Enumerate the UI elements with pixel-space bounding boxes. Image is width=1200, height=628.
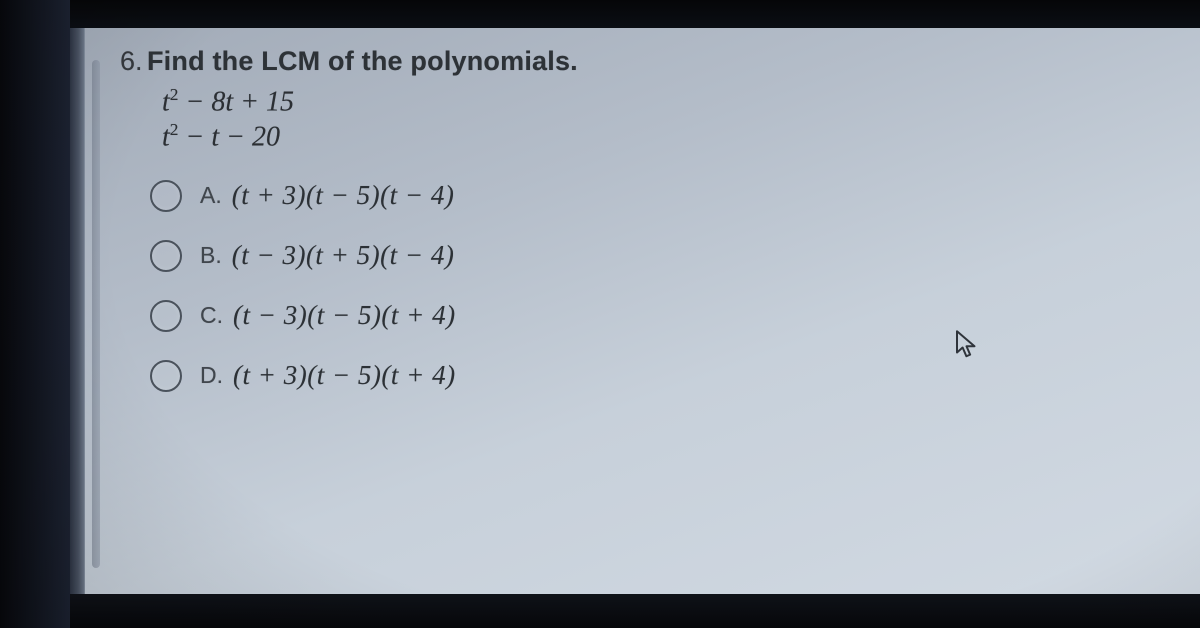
scrollbar-track[interactable]	[92, 60, 100, 568]
option-letter: C.	[200, 302, 223, 329]
radio-a[interactable]	[150, 180, 182, 212]
question-number: 6.	[120, 46, 143, 76]
option-math: (t − 3)(t + 5)(t − 4)	[232, 240, 455, 271]
option-c[interactable]: C. (t − 3)(t − 5)(t + 4)	[150, 300, 1182, 332]
option-math: (t + 3)(t − 5)(t + 4)	[233, 360, 456, 391]
option-d[interactable]: D. (t + 3)(t − 5)(t + 4)	[150, 360, 1182, 392]
question-header: 6. Find the LCM of the polynomials.	[120, 46, 1182, 77]
screen-bezel	[70, 28, 85, 594]
option-math: (t + 3)(t − 5)(t − 4)	[232, 180, 455, 211]
radio-c[interactable]	[150, 300, 182, 332]
question-prompt: Find the LCM of the polynomials.	[147, 46, 578, 76]
answer-options: A. (t + 3)(t − 5)(t − 4) B. (t − 3)(t + …	[150, 180, 1182, 392]
letterbox-left	[0, 0, 70, 628]
option-letter: B.	[200, 242, 222, 269]
radio-b[interactable]	[150, 240, 182, 272]
option-letter: D.	[200, 362, 223, 389]
cursor-icon	[954, 330, 980, 365]
polynomial-1: t2 − 8t + 15	[162, 85, 1182, 118]
option-letter: A.	[200, 182, 222, 209]
polynomial-2: t2 − t − 20	[162, 120, 1182, 153]
question-area: 6. Find the LCM of the polynomials. t2 −…	[120, 46, 1182, 568]
polynomials: t2 − 8t + 15 t2 − t − 20	[162, 85, 1182, 154]
letterbox-top	[0, 0, 1200, 28]
letterbox-bottom	[0, 594, 1200, 628]
option-math: (t − 3)(t − 5)(t + 4)	[233, 300, 456, 331]
option-b[interactable]: B. (t − 3)(t + 5)(t − 4)	[150, 240, 1182, 272]
option-a[interactable]: A. (t + 3)(t − 5)(t − 4)	[150, 180, 1182, 212]
radio-d[interactable]	[150, 360, 182, 392]
